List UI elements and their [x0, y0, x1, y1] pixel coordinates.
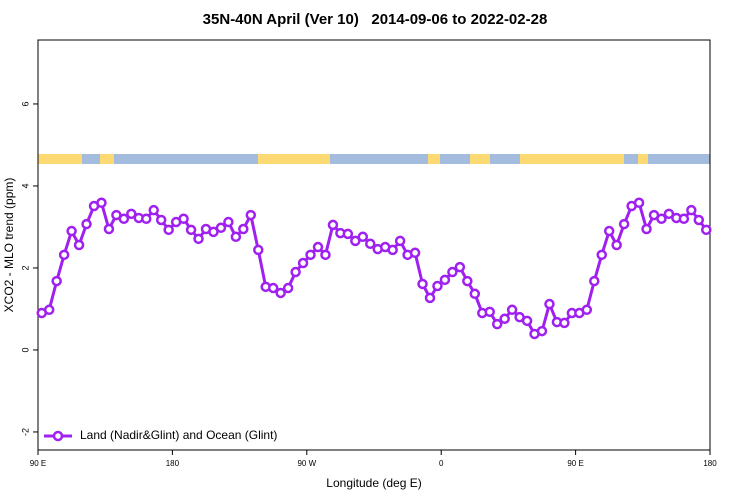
data-point: [484, 306, 495, 318]
data-point: [103, 223, 115, 235]
data-point: [275, 287, 286, 299]
data-point: [506, 304, 518, 316]
data-point: [81, 218, 92, 230]
data-point: [96, 197, 107, 209]
data-point: [447, 266, 458, 278]
land-band: [520, 154, 624, 164]
land-ocean-strip: [38, 154, 710, 164]
legend-label: Land (Nadir&Glint) and Ocean (Glint): [80, 428, 277, 442]
x-tick-label: 90 E: [30, 459, 46, 468]
data-point: [178, 213, 189, 225]
data-point: [559, 317, 570, 329]
data-point: [305, 249, 316, 261]
land-band: [470, 154, 490, 164]
y-axis-label: XCO2 - MLO trend (ppm): [2, 178, 16, 313]
data-point: [454, 261, 466, 273]
data-point: [230, 231, 242, 243]
y-tick-label: 4: [20, 183, 30, 188]
data-point: [686, 204, 697, 216]
data-point: [424, 292, 436, 304]
x-axis-label: Longitude (deg E): [326, 476, 421, 490]
data-point: [365, 238, 376, 250]
data-point: [387, 244, 398, 256]
land-band: [258, 154, 330, 164]
data-point: [215, 222, 227, 234]
data-point: [148, 204, 159, 216]
data-point: [409, 247, 421, 259]
y-tick-label: 0: [20, 347, 30, 352]
chart-title: 35N-40N April (Ver 10) 2014-09-06 to 202…: [203, 11, 548, 28]
data-point: [663, 208, 675, 220]
data-point: [118, 213, 130, 225]
data-point: [297, 257, 309, 269]
x-tick-label: 180: [166, 459, 180, 468]
data-point: [193, 233, 204, 245]
data-point: [357, 231, 369, 243]
data-point: [320, 249, 331, 261]
legend-marker: [52, 430, 64, 442]
data-point: [126, 208, 137, 220]
data-point: [223, 216, 234, 228]
data-point: [350, 235, 361, 247]
data-point: [462, 275, 473, 287]
data-point: [641, 223, 652, 235]
x-tick-label: 90 W: [297, 459, 316, 468]
data-point: [491, 318, 503, 330]
data-point: [611, 239, 622, 251]
data-point: [253, 244, 264, 256]
land-band: [428, 154, 440, 164]
data-point: [633, 197, 645, 209]
data-point: [245, 209, 257, 221]
data-point: [417, 278, 428, 290]
y-tick-label: -2: [20, 428, 30, 436]
data-point: [238, 223, 249, 235]
data-point: [678, 213, 690, 225]
data-point: [618, 218, 630, 230]
data-point: [589, 275, 600, 287]
y-tick-label: 2: [20, 265, 30, 270]
data-point: [141, 213, 152, 225]
data-point: [327, 219, 339, 231]
data-point: [701, 224, 712, 236]
data-point: [73, 239, 85, 251]
x-tick-label: 0: [439, 459, 444, 468]
data-point: [51, 275, 62, 287]
data-point: [163, 224, 174, 236]
data-point: [282, 282, 294, 294]
data-point: [656, 213, 667, 225]
data-point: [432, 280, 443, 292]
data-point: [66, 225, 77, 237]
data-point: [312, 241, 324, 253]
data-point: [469, 288, 481, 300]
data-point: [693, 214, 705, 226]
data-point: [596, 249, 607, 261]
data-point: [544, 298, 555, 310]
data-point: [185, 224, 197, 236]
data-point: [521, 315, 533, 327]
land-band: [638, 154, 648, 164]
ocean-band: [38, 154, 710, 164]
data-point: [208, 226, 219, 238]
data-point: [155, 214, 167, 226]
x-tick-label: 90 E: [567, 459, 583, 468]
data-point: [394, 235, 406, 247]
data-point: [499, 313, 510, 325]
y-tick-label: 6: [20, 101, 30, 106]
data-point: [603, 225, 615, 237]
data-point: [58, 249, 70, 261]
data-point: [267, 282, 279, 294]
data-point: [536, 325, 548, 337]
land-band: [100, 154, 114, 164]
plot-frame: [37, 39, 711, 451]
data-point: [290, 266, 301, 278]
data-point: [581, 304, 593, 316]
x-tick-label: 180: [703, 459, 717, 468]
data-point: [43, 304, 55, 316]
data-point: [439, 274, 451, 286]
land-band: [38, 154, 82, 164]
data-point: [342, 228, 354, 240]
